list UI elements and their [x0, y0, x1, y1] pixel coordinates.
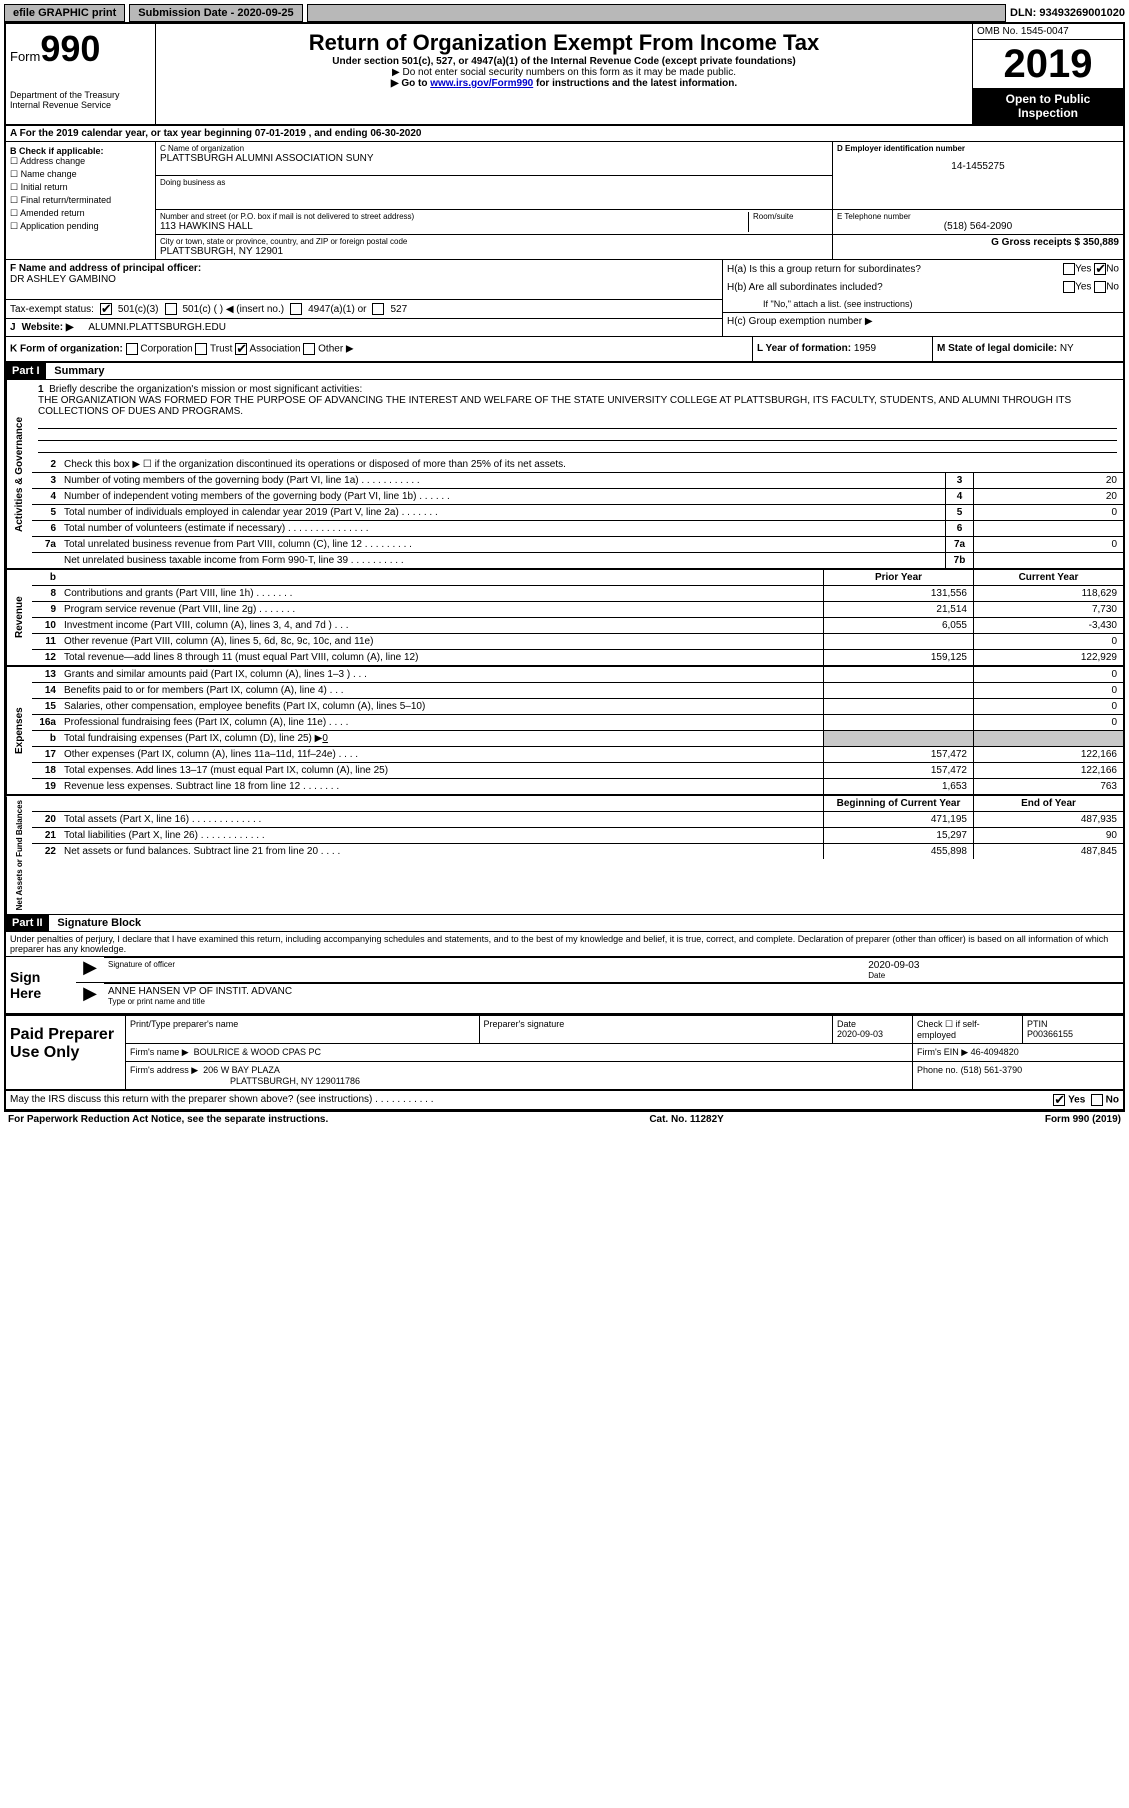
form-title: Return of Organization Exempt From Incom… [162, 30, 966, 56]
dept-treasury: Department of the Treasury Internal Reve… [10, 90, 151, 110]
part2-header: Part II [6, 915, 49, 931]
org-name-cell: C Name of organization PLATTSBURGH ALUMN… [156, 142, 832, 176]
line-21: Total liabilities (Part X, line 26) . . … [60, 828, 823, 843]
tab-governance: Activities & Governance [6, 380, 32, 568]
line-2: Check this box ▶ ☐ if the organization d… [60, 457, 1123, 472]
open-inspection: Open to PublicInspection [973, 88, 1123, 124]
state-domicile: M State of legal domicile: NY [933, 337, 1123, 361]
line-9: Program service revenue (Part VIII, line… [60, 602, 823, 617]
line-1-brief: 1 Briefly describe the organization's mi… [32, 380, 1123, 457]
line-7b: Net unrelated business taxable income fr… [60, 553, 945, 568]
page-footer: For Paperwork Reduction Act Notice, see … [4, 1112, 1125, 1127]
dln-label: DLN: 93493269001020 [1010, 7, 1125, 19]
ha-group-return: H(a) Is this a group return for subordin… [723, 260, 1123, 278]
form-header: Form990 Department of the Treasury Inter… [6, 24, 1123, 126]
line-11: Other revenue (Part VIII, column (A), li… [60, 634, 823, 649]
hb-subordinates: H(b) Are all subordinates included? Yes … [723, 278, 1123, 296]
line-18: Total expenses. Add lines 13–17 (must eq… [60, 763, 823, 778]
efile-button[interactable]: efile GRAPHIC print [4, 4, 125, 22]
may-no-checkbox[interactable] [1091, 1094, 1103, 1106]
527-checkbox[interactable] [372, 303, 384, 315]
website-row: J Website: ▶ ALUMNI.PLATTSBURGH.EDU [6, 319, 722, 336]
form-subtitle-3: ▶ Go to www.irs.gov/Form990 for instruct… [162, 78, 966, 89]
part2-title: Signature Block [51, 915, 147, 931]
form-subtitle-1: Under section 501(c), 527, or 4947(a)(1)… [162, 56, 966, 67]
year-formation: L Year of formation: 1959 [753, 337, 933, 361]
street-cell: Number and street (or P.O. box if mail i… [156, 210, 832, 235]
line-3: Number of voting members of the governin… [60, 473, 945, 488]
tab-revenue: Revenue [6, 570, 32, 665]
form-subtitle-2: ▶ Do not enter social security numbers o… [162, 67, 966, 78]
501c3-checkbox[interactable] [100, 303, 112, 315]
hb-note: If "No," attach a list. (see instruction… [723, 296, 1123, 313]
form-number: Form990 [10, 28, 151, 70]
line-22: Net assets or fund balances. Subtract li… [60, 844, 823, 859]
line-5: Total number of individuals employed in … [60, 505, 945, 520]
may-discuss-row: May the IRS discuss this return with the… [6, 1091, 1123, 1110]
section-b-checkboxes: B Check if applicable: ☐ Address change … [6, 142, 156, 259]
part1-title: Summary [48, 363, 110, 379]
line-15: Salaries, other compensation, employee b… [60, 699, 823, 714]
4947-checkbox[interactable] [290, 303, 302, 315]
irs-link[interactable]: www.irs.gov/Form990 [430, 78, 533, 89]
line-16b: Total fundraising expenses (Part IX, col… [60, 731, 823, 746]
gross-receipts-cell: G Gross receipts $ 350,889 [833, 235, 1123, 250]
paid-preparer-block: Paid Preparer Use Only Print/Type prepar… [6, 1014, 1123, 1091]
line-20: Total assets (Part X, line 16) . . . . .… [60, 812, 823, 827]
dba-cell: Doing business as [156, 176, 832, 210]
tax-year: 2019 [973, 40, 1123, 88]
submission-date-box: Submission Date - 2020-09-25 [129, 4, 302, 22]
toolbar-spacer [307, 4, 1006, 22]
501c-checkbox[interactable] [165, 303, 177, 315]
tab-expenses: Expenses [6, 667, 32, 794]
tab-net-assets: Net Assets or Fund Balances [6, 796, 32, 914]
row-a-tax-year: A For the 2019 calendar year, or tax yea… [6, 126, 1123, 142]
may-yes-checkbox[interactable] [1053, 1094, 1065, 1106]
line-19: Revenue less expenses. Subtract line 18 … [60, 779, 823, 794]
line-10: Investment income (Part VIII, column (A)… [60, 618, 823, 633]
phone-cell: E Telephone number (518) 564-2090 [833, 210, 1123, 235]
top-toolbar: efile GRAPHIC print Submission Date - 20… [4, 4, 1125, 22]
line-7a: Total unrelated business revenue from Pa… [60, 537, 945, 552]
tax-exempt-status: Tax-exempt status: 501(c)(3) 501(c) ( ) … [6, 300, 722, 319]
line-17: Other expenses (Part IX, column (A), lin… [60, 747, 823, 762]
omb-number: OMB No. 1545-0047 [973, 24, 1123, 40]
form-of-org: K Form of organization: Corporation Trus… [6, 337, 753, 361]
line-14: Benefits paid to or for members (Part IX… [60, 683, 823, 698]
ein-cell: D Employer identification number 14-1455… [833, 142, 1123, 210]
penalties-declaration: Under penalties of perjury, I declare th… [6, 932, 1123, 957]
principal-officer: F Name and address of principal officer:… [6, 260, 722, 300]
line-8: Contributions and grants (Part VIII, lin… [60, 586, 823, 601]
line-12: Total revenue—add lines 8 through 11 (mu… [60, 650, 823, 665]
line-13: Grants and similar amounts paid (Part IX… [60, 667, 823, 682]
city-cell: City or town, state or province, country… [156, 235, 832, 259]
hc-group-exemption: H(c) Group exemption number ▶ [723, 313, 1123, 330]
line-16a: Professional fundraising fees (Part IX, … [60, 715, 823, 730]
line-6: Total number of volunteers (estimate if … [60, 521, 945, 536]
line-4: Number of independent voting members of … [60, 489, 945, 504]
sign-here-block: Sign Here ▶ Signature of officer 2020-09… [6, 957, 1123, 1014]
part1-header: Part I [6, 363, 46, 379]
